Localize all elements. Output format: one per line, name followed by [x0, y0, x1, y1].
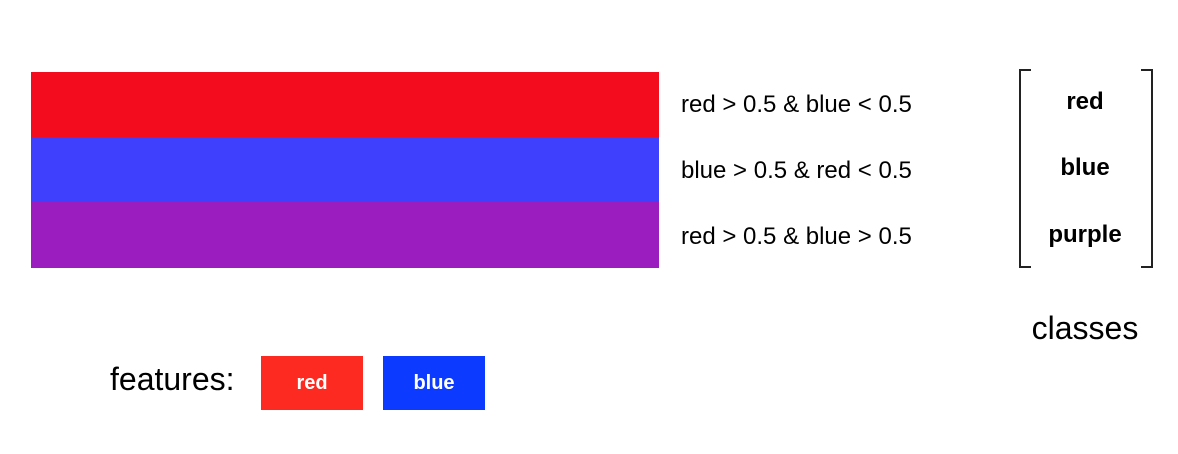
- color-band-red: [31, 72, 659, 137]
- rule-text-red: red > 0.5 & blue < 0.5: [681, 91, 912, 118]
- class-item-blue: blue: [1060, 154, 1110, 181]
- classes-caption: classes: [1031, 310, 1139, 346]
- rule-text-purple: red > 0.5 & blue > 0.5: [681, 223, 912, 250]
- rule-text-blue: blue > 0.5 & red < 0.5: [681, 157, 912, 184]
- feature-chip-red: red: [261, 356, 363, 410]
- class-item-red: red: [1066, 88, 1104, 115]
- class-vector-left-bracket: [1019, 69, 1031, 268]
- feature-chip-blue: blue: [383, 356, 485, 410]
- color-band-purple: [31, 202, 659, 268]
- color-band-blue: [31, 137, 659, 202]
- class-vector-right-bracket: [1141, 69, 1153, 268]
- class-item-purple: purple: [1048, 221, 1122, 248]
- features-label: features:: [110, 361, 235, 397]
